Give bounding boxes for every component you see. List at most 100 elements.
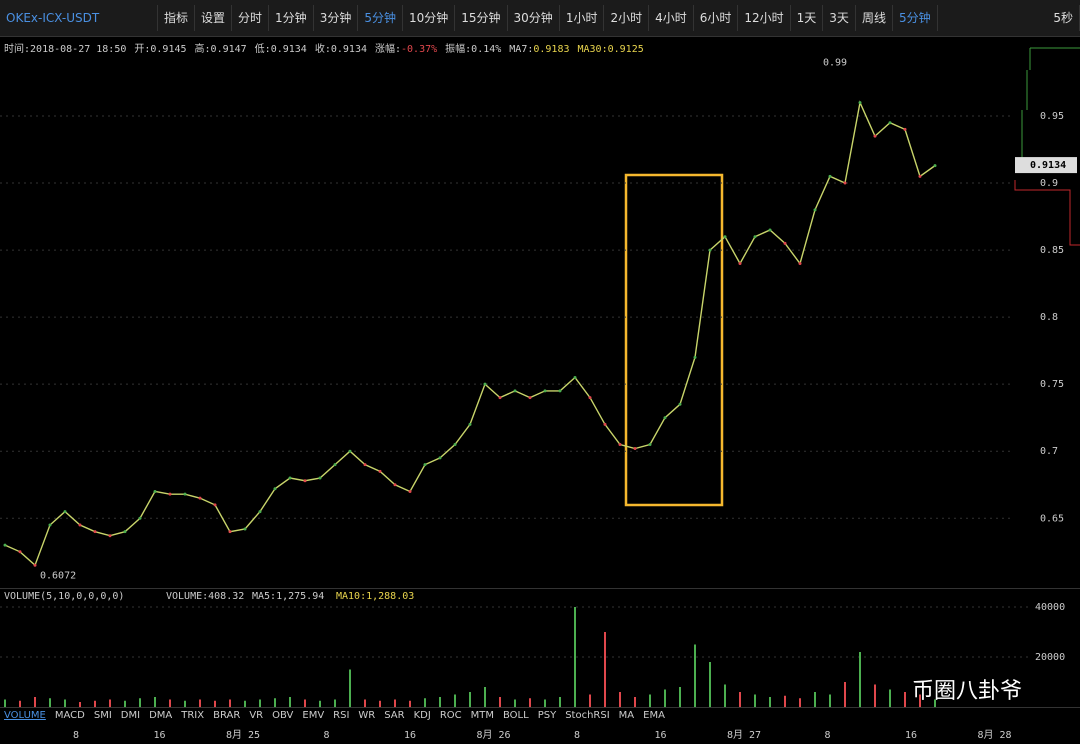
volume-bar: [259, 699, 261, 707]
y-tick-label: 0.8: [1040, 312, 1058, 323]
volume-bar: [244, 700, 246, 707]
volume-bar: [349, 669, 351, 707]
volume-bar: [619, 692, 621, 707]
price-point: [858, 101, 862, 105]
period-button[interactable]: 15分钟: [455, 5, 508, 31]
volume-bar: [859, 652, 861, 707]
price-point: [453, 443, 457, 447]
tool-button[interactable]: 指标: [158, 5, 196, 31]
x-tick-label: 8: [824, 730, 830, 741]
period-button[interactable]: 5分钟: [358, 5, 403, 31]
watermark: 币圈八卦爷: [912, 679, 1022, 704]
volume-bar: [4, 699, 6, 707]
period-button[interactable]: 4小时: [649, 5, 694, 31]
indicator-tab[interactable]: VR: [249, 710, 264, 721]
volume-bar: [469, 692, 471, 707]
volume-bar: [499, 697, 501, 707]
price-point: [483, 382, 487, 386]
price-point: [543, 389, 547, 393]
info-item: MA30:0.9125: [578, 44, 644, 55]
indicator-tab[interactable]: OBV: [272, 710, 294, 721]
volume-bar: [574, 607, 576, 707]
x-tick-label: 16: [404, 730, 416, 741]
period-button[interactable]: 6小时: [694, 5, 739, 31]
indicator-tab[interactable]: RSI: [333, 710, 350, 721]
period-button[interactable]: 3天: [823, 5, 856, 31]
price-point: [693, 355, 697, 359]
y-tick-label: 0.65: [1040, 513, 1064, 524]
divider: [0, 588, 1080, 589]
period-button[interactable]: 1小时: [560, 5, 605, 31]
volume-bar: [829, 694, 831, 707]
tool-button[interactable]: 设置: [195, 5, 233, 31]
price-point: [873, 134, 877, 138]
price-point: [303, 479, 307, 483]
price-point: [573, 375, 577, 379]
price-line: [4, 100, 936, 567]
y-tick-label: 0.7: [1040, 446, 1058, 457]
indicator-tab[interactable]: EMV: [302, 710, 325, 721]
period-button[interactable]: 3分钟: [314, 5, 359, 31]
indicator-tab[interactable]: MA: [618, 710, 635, 721]
volume-bar: [274, 698, 276, 707]
indicator-tab[interactable]: TRIX: [181, 710, 205, 721]
period-button[interactable]: 10分钟: [403, 5, 456, 31]
price-point: [558, 389, 562, 393]
price-point: [318, 476, 322, 480]
volume-bar: [334, 699, 336, 707]
indicator-tab[interactable]: MACD: [54, 710, 85, 721]
x-tick-label: 16: [153, 730, 165, 741]
volume-legend: MA5:1,275.94: [252, 591, 324, 602]
indicator-tab[interactable]: MTM: [470, 710, 494, 721]
symbol[interactable]: OKEx-ICX-USDT: [0, 5, 158, 31]
period-button[interactable]: 1分钟: [269, 5, 314, 31]
info-value: 0.9134: [270, 44, 307, 55]
period-button[interactable]: 2小时: [604, 5, 650, 31]
volume-bar: [394, 699, 396, 707]
depth-asks: [1014, 180, 1080, 246]
period-button[interactable]: 1天: [791, 5, 824, 31]
indicator-tab[interactable]: EMA: [643, 710, 665, 721]
indicator-tab[interactable]: StochRSI: [565, 710, 610, 721]
volume-bar: [139, 698, 141, 707]
volume-bar: [34, 697, 36, 707]
info-label: 低:: [254, 44, 271, 55]
volume-bar: [709, 662, 711, 707]
price-point: [138, 516, 142, 520]
indicator-tab[interactable]: ROC: [439, 710, 462, 721]
indicator-tab[interactable]: DMI: [120, 710, 141, 721]
volume-bar: [874, 684, 876, 707]
price-point: [3, 543, 7, 547]
indicator-tab[interactable]: WR: [358, 710, 376, 721]
period-button[interactable]: 30分钟: [508, 5, 560, 31]
info-value: 0.9134: [330, 44, 367, 55]
info-item: MA7:0.9183: [509, 44, 569, 55]
price-point: [78, 523, 82, 527]
period-dropdown[interactable]: 5分钟: [893, 5, 938, 31]
price-point: [153, 489, 157, 493]
period-button[interactable]: 12小时: [738, 5, 791, 31]
price-point: [168, 492, 172, 496]
indicator-tab[interactable]: BRAR: [213, 710, 241, 721]
indicator-tab[interactable]: SAR: [384, 710, 405, 721]
indicator-tab[interactable]: VOLUME: [4, 710, 46, 721]
price-point: [408, 489, 412, 493]
price-point: [273, 487, 277, 491]
info-label: MA7:: [509, 44, 534, 55]
indicator-tab[interactable]: PSY: [537, 710, 557, 721]
indicator-tab[interactable]: SMI: [93, 710, 112, 721]
indicator-tab[interactable]: KDJ: [413, 710, 431, 721]
info-value: 0.9145: [150, 44, 187, 55]
period-button[interactable]: 周线: [856, 5, 893, 31]
period-button[interactable]: 分时: [232, 5, 270, 31]
indicator-tab[interactable]: DMA: [149, 710, 173, 721]
volume-bar: [19, 700, 21, 707]
volume-bar: [154, 697, 156, 707]
volume-bar: [439, 697, 441, 707]
price-point: [918, 174, 922, 178]
volume-bar: [589, 694, 591, 707]
indicator-tab[interactable]: BOLL: [503, 710, 529, 721]
price-point: [123, 530, 127, 534]
y-tick-label: 0.85: [1040, 245, 1064, 256]
